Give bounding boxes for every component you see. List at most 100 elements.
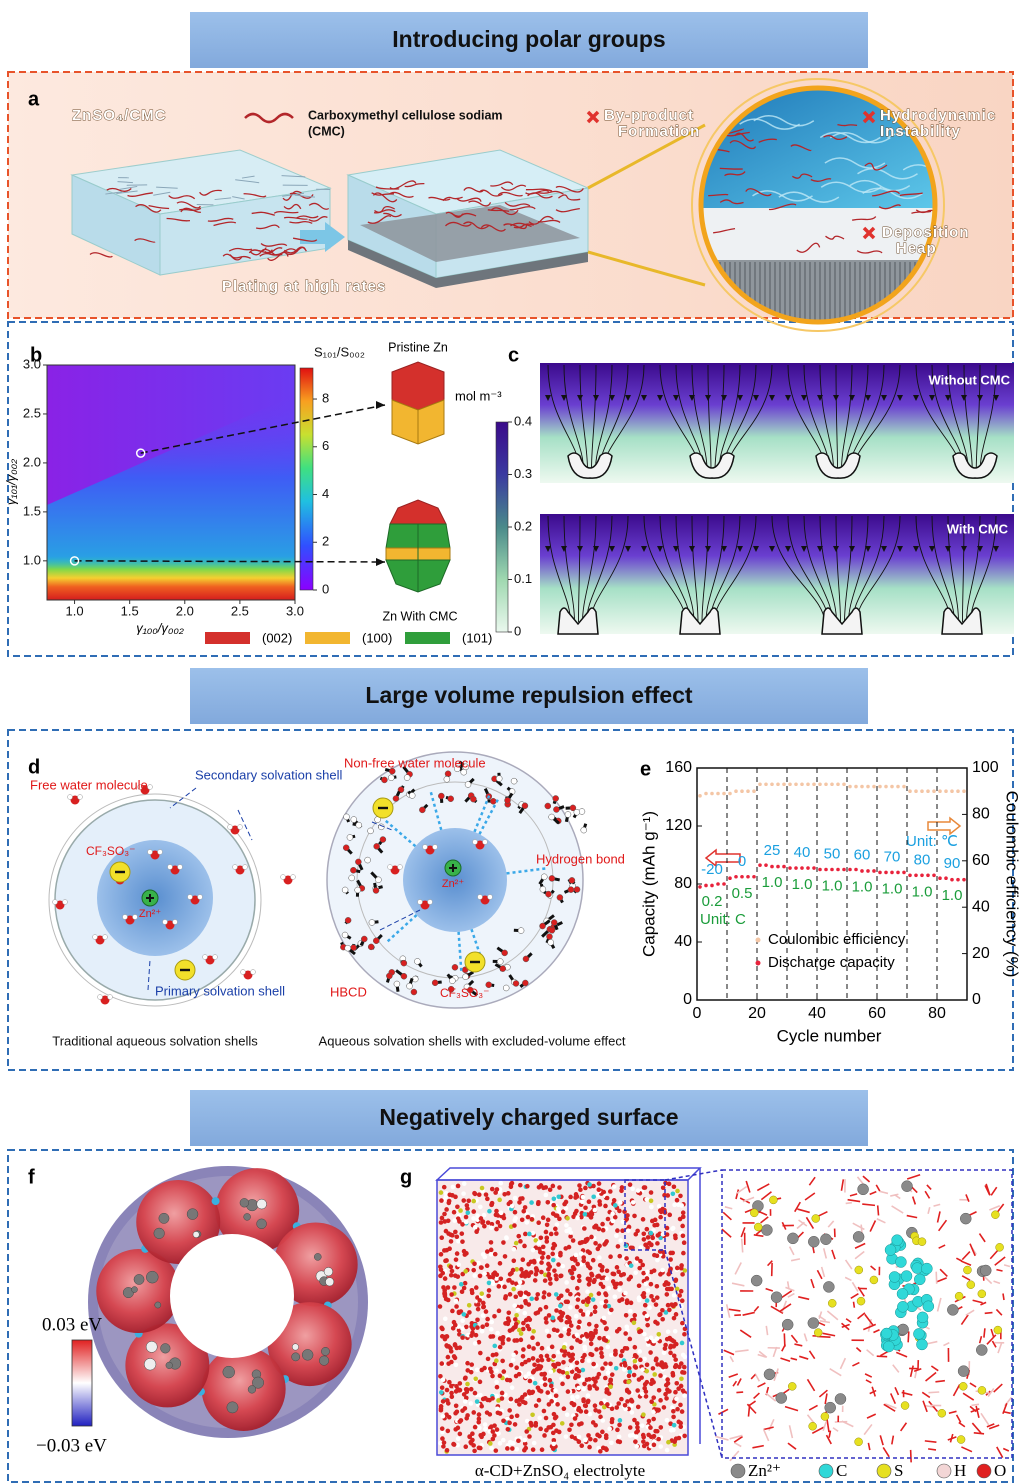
data-point <box>824 782 828 786</box>
atom <box>587 1445 592 1450</box>
legend-label: Discharge capacity <box>768 954 895 971</box>
data-point <box>908 874 912 878</box>
atom <box>496 1284 501 1289</box>
oxygen <box>448 796 454 802</box>
atom <box>498 1336 503 1341</box>
atom <box>619 1397 624 1402</box>
sulfur-atom <box>901 1402 909 1410</box>
carbon-atom <box>889 1271 900 1282</box>
atom <box>664 1383 669 1388</box>
atom <box>480 1186 485 1191</box>
y2-tick-label: 40 <box>972 898 990 915</box>
atom <box>443 1276 448 1281</box>
atom <box>583 1205 588 1210</box>
atom <box>508 1200 513 1205</box>
heatmap <box>47 556 295 600</box>
atom <box>570 1352 575 1357</box>
atom <box>493 1270 498 1275</box>
oxygen <box>393 796 399 802</box>
atom <box>641 1412 646 1417</box>
atom <box>498 1374 503 1379</box>
atom <box>537 1398 542 1403</box>
atom <box>641 1435 646 1440</box>
hydrogen <box>428 900 433 905</box>
atom <box>556 1194 561 1199</box>
atom <box>187 1209 198 1220</box>
oxygen <box>523 956 529 962</box>
atom <box>439 1404 444 1409</box>
atom <box>521 1209 526 1214</box>
atom <box>495 1187 500 1192</box>
atom <box>517 1328 522 1333</box>
carbon-atom <box>921 1263 932 1274</box>
atom <box>495 1427 500 1432</box>
atom <box>482 1224 487 1229</box>
atom <box>682 1370 687 1375</box>
data-point <box>902 871 906 875</box>
atom <box>441 1377 446 1382</box>
atom <box>510 1446 515 1451</box>
oxygen <box>545 891 551 897</box>
atom <box>462 1249 467 1254</box>
atom <box>682 1332 687 1337</box>
atom <box>475 1317 480 1322</box>
atom <box>622 1361 627 1366</box>
atom <box>458 1432 463 1437</box>
data-point <box>806 866 810 870</box>
atom <box>506 1278 511 1283</box>
atom <box>478 1380 483 1385</box>
atom <box>443 1259 448 1264</box>
data-point <box>818 868 822 872</box>
atom <box>531 1248 536 1253</box>
oxygen <box>500 966 506 972</box>
hydrogen <box>53 900 58 905</box>
atom <box>567 1316 572 1321</box>
atom <box>496 1410 501 1415</box>
atom <box>650 1236 655 1241</box>
atom <box>577 1435 582 1440</box>
oxygen <box>344 814 350 820</box>
atom <box>444 1207 449 1212</box>
colorbar-tick-label: 0.3 <box>514 466 532 481</box>
atom <box>587 1386 592 1391</box>
legend-marker <box>819 1464 833 1478</box>
atom <box>610 1211 615 1216</box>
atom <box>609 1353 614 1358</box>
atom <box>523 1232 528 1237</box>
atom <box>506 1337 511 1342</box>
atom <box>562 1327 567 1332</box>
data-point <box>896 871 900 875</box>
atom <box>551 1431 556 1436</box>
atom <box>545 1222 550 1227</box>
atom <box>561 1264 566 1269</box>
atom <box>589 1331 594 1336</box>
atom <box>483 1427 488 1432</box>
atom <box>633 1359 638 1364</box>
atom <box>485 1263 490 1268</box>
atom <box>618 1200 623 1205</box>
atom <box>648 1425 653 1430</box>
atom <box>511 1358 516 1363</box>
atom <box>642 1444 647 1449</box>
atom <box>671 1409 676 1414</box>
atom <box>603 1291 608 1296</box>
data-point <box>884 785 888 789</box>
hydrogen <box>291 875 296 880</box>
atom <box>541 1295 546 1300</box>
rate-label: 1.0 <box>942 887 963 904</box>
atom <box>533 1381 538 1386</box>
data-point <box>884 871 888 875</box>
atom <box>544 1230 549 1235</box>
atom <box>660 1268 665 1273</box>
oxygen <box>522 803 528 809</box>
atom <box>565 1288 570 1293</box>
atom <box>292 1353 300 1361</box>
atom <box>658 1444 663 1449</box>
atom <box>477 1298 482 1303</box>
atom <box>617 1327 622 1332</box>
atom <box>525 1220 530 1225</box>
atom <box>658 1215 663 1220</box>
atom <box>478 1274 483 1279</box>
atom <box>465 1413 470 1418</box>
atom <box>569 1358 574 1363</box>
